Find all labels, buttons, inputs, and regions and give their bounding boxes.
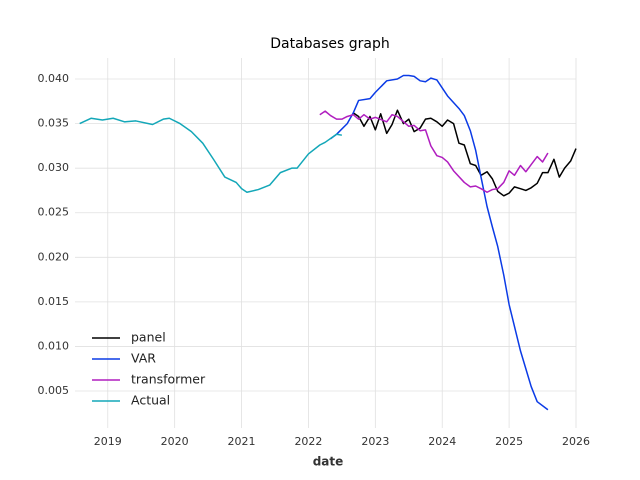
y-tick-label: 0.035 (38, 117, 70, 130)
chart-title: Databases graph (270, 36, 390, 52)
legend-label: VAR (131, 351, 156, 366)
legend-label: panel (131, 330, 166, 345)
y-tick-label: 0.020 (38, 250, 70, 263)
x-axis-label: date (313, 455, 344, 469)
series-line (319, 110, 549, 193)
legend-label: transformer (131, 372, 206, 387)
x-tick-label: 2019 (94, 435, 122, 448)
y-tick-label: 0.025 (38, 206, 70, 219)
x-tick-label: 2026 (562, 435, 590, 448)
series-line (352, 109, 577, 197)
x-tick-label: 2025 (495, 435, 523, 448)
legend: panel VAR transformer Actual (92, 330, 206, 408)
x-tick-label: 2023 (361, 435, 389, 448)
y-tick-label: 0.030 (38, 161, 70, 174)
series-line (330, 74, 549, 411)
y-tick-label: 0.015 (38, 295, 70, 308)
y-tick-label: 0.010 (38, 339, 70, 352)
x-tick-label: 2022 (294, 435, 322, 448)
legend-label: Actual (131, 393, 170, 408)
y-tick-label: 0.005 (38, 384, 70, 397)
y-tick-label: 0.040 (38, 72, 70, 85)
x-tick-label: 2024 (428, 435, 456, 448)
x-tick-label: 2020 (161, 435, 189, 448)
grid: 0.005 0.010 0.015 0.020 0.025 0.030 0.035 0.040… (38, 58, 590, 448)
plot-area (79, 74, 577, 411)
x-tick-label: 2021 (228, 435, 256, 448)
series-line (79, 117, 343, 193)
